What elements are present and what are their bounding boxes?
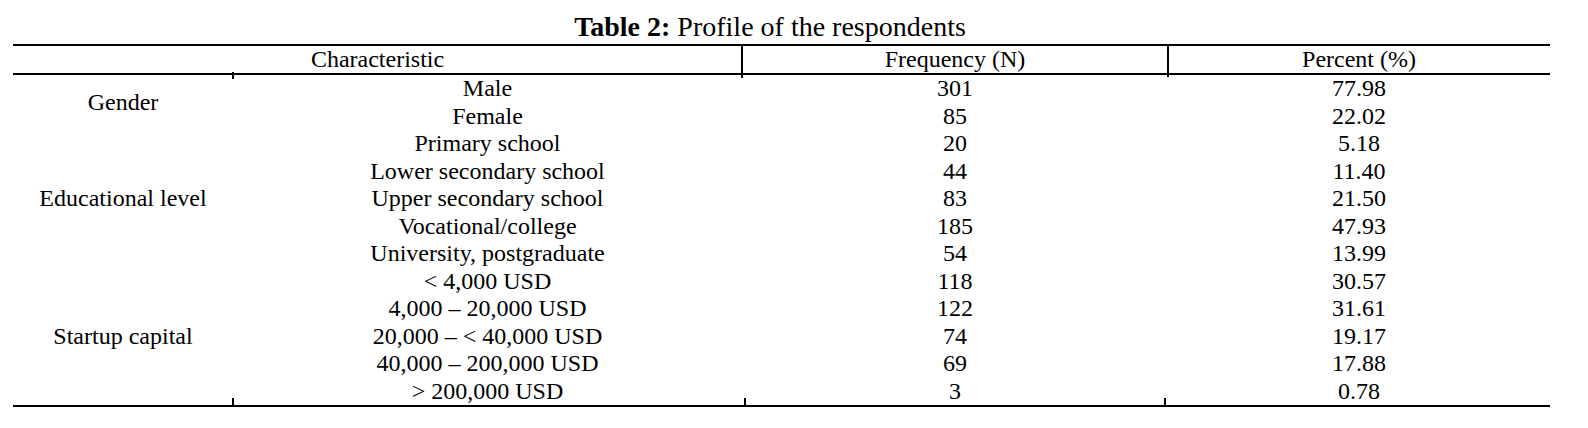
percent-cell: 31.61 (1168, 295, 1550, 323)
frequency-cell: 118 (742, 268, 1168, 296)
table-title-label: Table 2: (574, 11, 670, 42)
group-cell-educational-level: Educational level (13, 130, 233, 268)
percent-cell: 5.18 (1168, 130, 1550, 158)
table-row: GenderMale30177.98 (13, 74, 1550, 103)
table-row: 20,000 – < 40,000 USD7419.17 (13, 323, 1550, 351)
frequency-cell: 185 (742, 213, 1168, 241)
group-cell-gender: Gender (13, 74, 233, 130)
frequency-cell: 54 (742, 240, 1168, 268)
frequency-cell: 69 (742, 350, 1168, 378)
document-page: Table 2: Profile of the respondents Char… (0, 0, 1588, 428)
group-cell-startup-capital: Startup capital (13, 268, 233, 407)
category-cell: > 200,000 USD (233, 378, 742, 407)
table-row: University, postgraduate5413.99 (13, 240, 1550, 268)
frequency-cell: 85 (742, 103, 1168, 131)
percent-cell: 47.93 (1168, 213, 1550, 241)
table-row: Vocational/college18547.93 (13, 213, 1550, 241)
percent-cell: 11.40 (1168, 158, 1550, 186)
category-cell: Upper secondary school (233, 185, 742, 213)
respondents-table: Characteristic Frequency (N) Percent (%)… (13, 44, 1550, 407)
frequency-cell: 122 (742, 295, 1168, 323)
category-cell: Lower secondary school (233, 158, 742, 186)
percent-cell: 13.99 (1168, 240, 1550, 268)
table-row: Upper secondary school8321.50 (13, 185, 1550, 213)
border-tick-bottom-left (232, 398, 234, 405)
table-row: 40,000 – 200,000 USD6917.88 (13, 350, 1550, 378)
frequency-cell: 301 (742, 74, 1168, 103)
header-divider-frequency (741, 44, 743, 78)
table-row: > 200,000 USD30.78 (13, 378, 1550, 407)
category-cell: < 4,000 USD (233, 268, 742, 296)
table-row: Startup capital< 4,000 USD11830.57 (13, 268, 1550, 296)
header-frequency: Frequency (N) (742, 45, 1168, 74)
table-row: 4,000 – 20,000 USD12231.61 (13, 295, 1550, 323)
table-title: Table 2: Profile of the respondents (0, 12, 1540, 42)
border-tick-bottom-right (1164, 398, 1166, 405)
percent-cell: 19.17 (1168, 323, 1550, 351)
border-tick-bottom-mid (744, 398, 746, 405)
category-cell: 20,000 – < 40,000 USD (233, 323, 742, 351)
category-cell: 40,000 – 200,000 USD (233, 350, 742, 378)
category-cell: Male (233, 74, 742, 103)
frequency-cell: 20 (742, 130, 1168, 158)
table-row: Female8522.02 (13, 103, 1550, 131)
header-row: Characteristic Frequency (N) Percent (%) (13, 45, 1550, 74)
frequency-cell: 83 (742, 185, 1168, 213)
frequency-cell: 3 (742, 378, 1168, 407)
category-cell: Vocational/college (233, 213, 742, 241)
table-title-text: Profile of the respondents (670, 11, 966, 42)
percent-cell: 30.57 (1168, 268, 1550, 296)
percent-cell: 22.02 (1168, 103, 1550, 131)
frequency-cell: 44 (742, 158, 1168, 186)
table-row: Lower secondary school4411.40 (13, 158, 1550, 186)
percent-cell: 77.98 (1168, 74, 1550, 103)
table-row: Educational levelPrimary school205.18 (13, 130, 1550, 158)
header-percent: Percent (%) (1168, 45, 1550, 74)
percent-cell: 0.78 (1168, 378, 1550, 407)
frequency-cell: 74 (742, 323, 1168, 351)
header-divider-percent (1167, 44, 1169, 77)
category-cell: 4,000 – 20,000 USD (233, 295, 742, 323)
category-cell: University, postgraduate (233, 240, 742, 268)
percent-cell: 17.88 (1168, 350, 1550, 378)
header-characteristic: Characteristic (13, 45, 742, 74)
category-cell: Primary school (233, 130, 742, 158)
category-cell: Female (233, 103, 742, 131)
percent-cell: 21.50 (1168, 185, 1550, 213)
border-tick-top-left (232, 72, 234, 79)
